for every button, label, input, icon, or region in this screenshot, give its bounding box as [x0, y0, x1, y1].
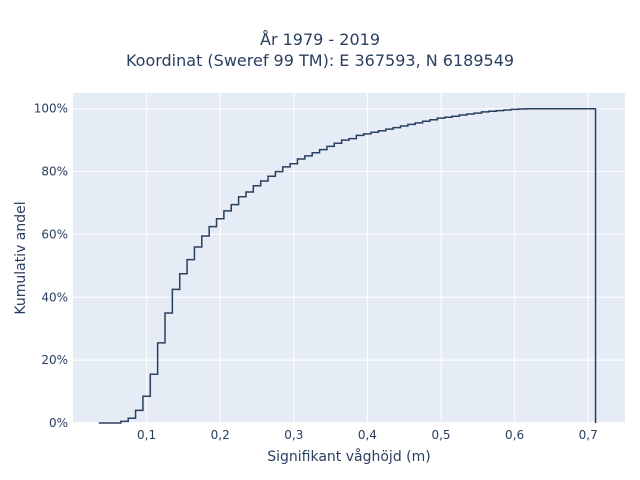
y-axis-label: Kumulativ andel	[13, 201, 29, 314]
y-tick-label: 40%	[41, 290, 68, 304]
x-tick-label: 0,6	[505, 428, 524, 442]
x-tick-label: 0,7	[579, 428, 598, 442]
chart-title: År 1979 - 2019	[260, 30, 380, 49]
x-tick-label: 0,3	[284, 428, 303, 442]
x-tick-label: 0,2	[211, 428, 230, 442]
x-tick-label: 0,1	[137, 428, 156, 442]
cdf-step-line	[98, 107, 597, 424]
plot-background	[73, 93, 625, 423]
chart-subtitle: Koordinat (Sweref 99 TM): E 367593, N 61…	[125, 51, 515, 70]
y-axis-ticks: 0% 20% 40% 60% 80% 100%	[34, 102, 68, 430]
x-tick-label: 0,5	[431, 428, 450, 442]
x-tick-label: 0,4	[358, 428, 377, 442]
x-axis-label: Signifikant våghöjd (m)	[267, 448, 430, 465]
x-axis-ticks: 0,1 0,2 0,3 0,4 0,5 0,6 0,7	[137, 428, 598, 442]
y-tick-label: 20%	[41, 353, 68, 367]
y-tick-label: 100%	[34, 102, 68, 116]
x-gridlines	[146, 93, 589, 423]
y-tick-label: 80%	[41, 165, 68, 179]
y-tick-label: 0%	[49, 416, 68, 430]
y-tick-label: 60%	[41, 227, 68, 241]
